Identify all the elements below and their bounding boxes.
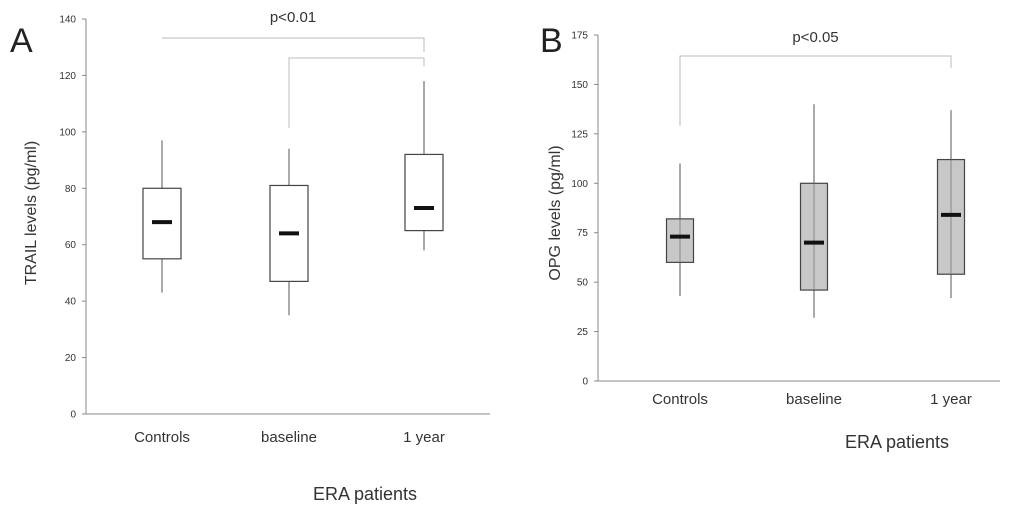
panel-b-plot: 0 25 50 75 100 125 150 175 Controls baseline 1 yea… [571, 29, 1000, 408]
panel-b-significance-bracket [679, 55, 952, 126]
panel-a-ytick-label: 140 [59, 15, 76, 26]
panel-a-plot: 0 20 40 60 80 100 120 140 Controls baseline 1 year… [59, 9, 490, 446]
panel-b-ytick-label: 75 [577, 228, 589, 239]
panel-a-ytick-label: 60 [65, 240, 77, 251]
panel-a-label: A [10, 22, 33, 60]
panel-a-ytick-label: 100 [59, 127, 76, 138]
panel-b: B OPG levels (pg/ml) ERA patients 0 25 50 7… [540, 22, 1000, 452]
panel-b-ytick-label: 175 [571, 31, 588, 42]
panel-b-ylabel: OPG levels (pg/ml) [547, 145, 564, 280]
panel-a-significance-bracket [288, 57, 425, 128]
panel-b-ytick-label: 50 [577, 278, 589, 289]
panel-b-significance-label: p<0.05 [792, 29, 838, 46]
panel-a-ytick-label: 120 [59, 71, 76, 82]
panel-b-ytick-label: 0 [582, 377, 588, 388]
panel-a-ytick-label: 20 [65, 353, 77, 364]
panel-b-label: B [540, 22, 563, 60]
panel-b-xlabel: ERA patients [845, 432, 949, 452]
panel-a: A TRAIL levels (pg/ml) ERA patients 0 20 4… [10, 9, 490, 504]
panel-a-ylabel: TRAIL levels (pg/ml) [23, 141, 40, 285]
panel-a-ytick-label: 40 [65, 297, 77, 308]
panel-a-category-label: Controls [134, 429, 190, 446]
panel-a-ytick-label: 80 [65, 184, 77, 195]
panel-a-category-label: baseline [261, 429, 317, 446]
panel-b-ytick-label: 100 [571, 179, 588, 190]
panel-b-ytick-label: 150 [571, 80, 588, 91]
panel-a-significance-label: p<0.01 [270, 9, 316, 26]
panel-a-xlabel: ERA patients [313, 484, 417, 504]
panel-b-category-label: 1 year [930, 391, 972, 408]
panel-b-category-label: Controls [652, 391, 708, 408]
panel-a-category-label: 1 year [403, 429, 445, 446]
panel-a-box [404, 153, 444, 232]
panel-a-significance-bracket [162, 37, 425, 52]
panel-b-ytick-label: 25 [577, 327, 589, 338]
panel-b-ytick-label: 125 [571, 129, 588, 140]
panel-b-category-label: baseline [786, 391, 842, 408]
panel-a-ytick-label: 0 [70, 410, 76, 421]
